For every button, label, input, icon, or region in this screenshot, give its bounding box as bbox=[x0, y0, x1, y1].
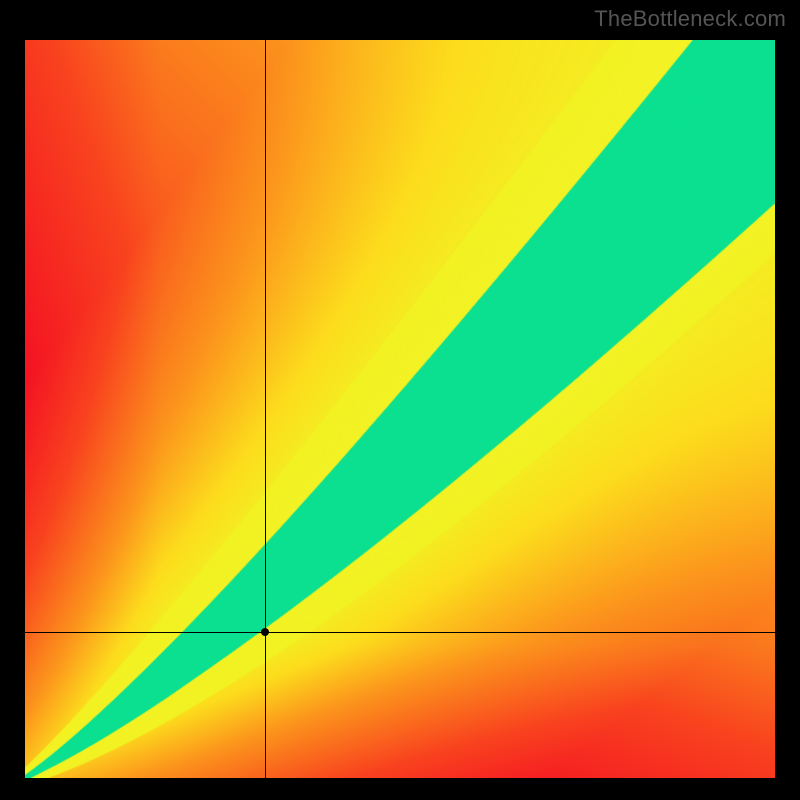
data-point-marker bbox=[261, 628, 269, 636]
watermark-text: TheBottleneck.com bbox=[594, 6, 786, 32]
crosshair-horizontal bbox=[25, 632, 775, 633]
heatmap-plot bbox=[25, 40, 775, 778]
chart-container: TheBottleneck.com bbox=[0, 0, 800, 800]
heatmap-canvas bbox=[25, 40, 775, 778]
crosshair-vertical bbox=[265, 40, 266, 778]
